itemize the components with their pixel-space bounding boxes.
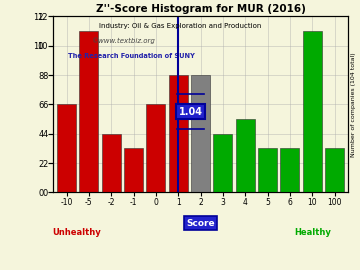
Text: The Research Foundation of SUNY: The Research Foundation of SUNY (68, 53, 195, 59)
Bar (124, 148, 143, 192)
Bar (213, 134, 233, 192)
Bar (236, 119, 255, 192)
Bar (303, 31, 322, 192)
Bar (325, 148, 344, 192)
Bar (169, 75, 188, 192)
Bar (280, 148, 300, 192)
Text: Healthy: Healthy (294, 228, 331, 237)
Y-axis label: Number of companies (104 total): Number of companies (104 total) (351, 52, 356, 157)
Bar (57, 104, 76, 192)
Text: Unhealthy: Unhealthy (53, 228, 101, 237)
Bar (80, 31, 98, 192)
Text: Industry: Oil & Gas Exploration and Production: Industry: Oil & Gas Exploration and Prod… (99, 23, 261, 29)
Bar (102, 134, 121, 192)
Text: Score: Score (186, 219, 215, 228)
Bar (191, 75, 210, 192)
Bar (147, 104, 166, 192)
Bar (258, 148, 277, 192)
Text: 1.04: 1.04 (179, 107, 203, 117)
Text: ©www.textbiz.org: ©www.textbiz.org (91, 38, 156, 44)
Title: Z''-Score Histogram for MUR (2016): Z''-Score Histogram for MUR (2016) (96, 4, 306, 14)
